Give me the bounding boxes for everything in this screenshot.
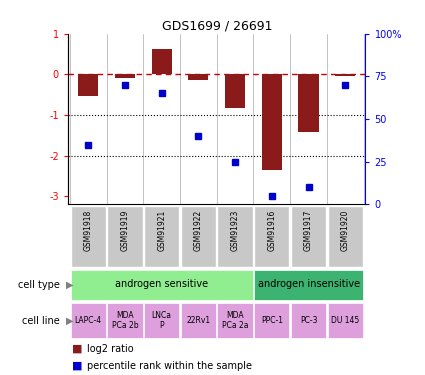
- Text: PPC-1: PPC-1: [261, 316, 283, 325]
- Bar: [254, 206, 289, 267]
- Text: DU 145: DU 145: [331, 316, 360, 325]
- Text: percentile rank within the sample: percentile rank within the sample: [87, 361, 252, 370]
- Bar: [107, 303, 142, 338]
- Text: ■: ■: [72, 344, 83, 354]
- Text: cell type: cell type: [17, 280, 60, 290]
- Text: GSM91923: GSM91923: [231, 210, 240, 251]
- Text: 22Rv1: 22Rv1: [186, 316, 210, 325]
- Text: ▶: ▶: [66, 280, 74, 290]
- Bar: [218, 303, 253, 338]
- Bar: [107, 206, 142, 267]
- Text: MDA
PCa 2a: MDA PCa 2a: [222, 311, 248, 330]
- Bar: [152, 49, 172, 74]
- Text: PC-3: PC-3: [300, 316, 317, 325]
- Bar: [144, 206, 179, 267]
- Text: GSM91921: GSM91921: [157, 210, 166, 251]
- Text: ■: ■: [72, 361, 83, 370]
- Bar: [181, 303, 216, 338]
- Bar: [291, 303, 326, 338]
- Bar: [218, 206, 253, 267]
- Bar: [291, 206, 326, 267]
- Text: androgen insensitive: androgen insensitive: [258, 279, 360, 290]
- Title: GDS1699 / 26691: GDS1699 / 26691: [162, 20, 272, 33]
- Bar: [188, 74, 209, 80]
- Text: GSM91917: GSM91917: [304, 210, 313, 251]
- Bar: [328, 206, 363, 267]
- Text: GSM91918: GSM91918: [84, 210, 93, 251]
- Bar: [254, 303, 289, 338]
- Bar: [144, 303, 179, 338]
- Text: GSM91916: GSM91916: [267, 210, 276, 251]
- Text: cell line: cell line: [22, 316, 60, 326]
- Bar: [262, 74, 282, 170]
- Text: androgen sensitive: androgen sensitive: [115, 279, 208, 290]
- Bar: [71, 270, 253, 300]
- Text: GSM91922: GSM91922: [194, 210, 203, 251]
- Text: log2 ratio: log2 ratio: [87, 344, 134, 354]
- Bar: [71, 206, 106, 267]
- Text: LAPC-4: LAPC-4: [75, 316, 102, 325]
- Bar: [335, 74, 355, 76]
- Bar: [298, 74, 319, 132]
- Bar: [115, 74, 135, 78]
- Text: LNCa
P: LNCa P: [152, 311, 172, 330]
- Text: ▶: ▶: [66, 316, 74, 326]
- Text: MDA
PCa 2b: MDA PCa 2b: [112, 311, 138, 330]
- Bar: [328, 303, 363, 338]
- Bar: [78, 74, 98, 96]
- Text: GSM91919: GSM91919: [120, 210, 130, 251]
- Bar: [225, 74, 245, 108]
- Bar: [254, 270, 363, 300]
- Text: GSM91920: GSM91920: [341, 210, 350, 251]
- Bar: [71, 303, 106, 338]
- Bar: [181, 206, 216, 267]
